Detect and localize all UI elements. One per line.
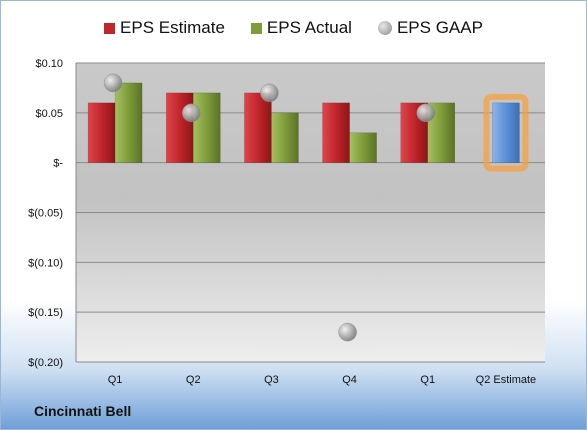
legend-swatch-eps-gaap [377,21,392,35]
bar-eps-estimate [244,92,272,163]
bar-eps-estimate [322,102,350,163]
legend-swatch-eps-actual [250,22,262,34]
point-eps-gaap [182,103,201,123]
x-tick-label: Q4 [342,374,357,386]
x-tick-label: Q1 [108,374,123,386]
bar-eps-actual [114,82,143,163]
legend-label-eps-gaap: EPS GAAP [396,18,483,37]
company-name: Cincinnati Bell [34,403,132,419]
y-tick-label: $(0.05) [28,208,63,220]
x-tick-label: Q2 Estimate [476,374,537,386]
legend-swatch-eps-estimate [104,22,116,34]
y-tick-label: $(0.10) [28,257,63,269]
legend: EPS Estimate EPS Actual EPS GAAP [1,18,586,38]
legend-item-eps-actual: EPS Actual [250,18,352,38]
y-tick-label: $(0.20) [28,357,63,369]
y-tick-label: $0.10 [35,58,63,70]
bar-eps-estimate [87,102,116,163]
y-tick-label: $- [53,158,63,170]
q2-estimate-highlight [483,93,529,172]
legend-item-eps-estimate: EPS Estimate [104,18,225,38]
point-eps-gaap [260,83,279,103]
legend-label-eps-actual: EPS Actual [266,18,352,37]
point-eps-gaap [103,73,123,93]
x-tick-label: Q1 [420,374,435,386]
bar-q2-estimate [492,102,520,163]
x-tick-label: Q3 [264,374,279,386]
bar-eps-actual [271,112,299,163]
bar-eps-actual [349,132,377,163]
legend-label-eps-estimate: EPS Estimate [120,18,225,37]
bar-eps-estimate [166,92,194,163]
bar-eps-actual [193,92,221,163]
point-eps-gaap [416,103,435,123]
legend-item-eps-gaap: EPS GAAP [377,18,483,38]
point-eps-gaap [338,322,357,342]
y-tick-label: $0.05 [35,108,63,120]
x-tick-label: Q2 [186,374,201,386]
y-tick-label: $(0.15) [28,307,63,319]
